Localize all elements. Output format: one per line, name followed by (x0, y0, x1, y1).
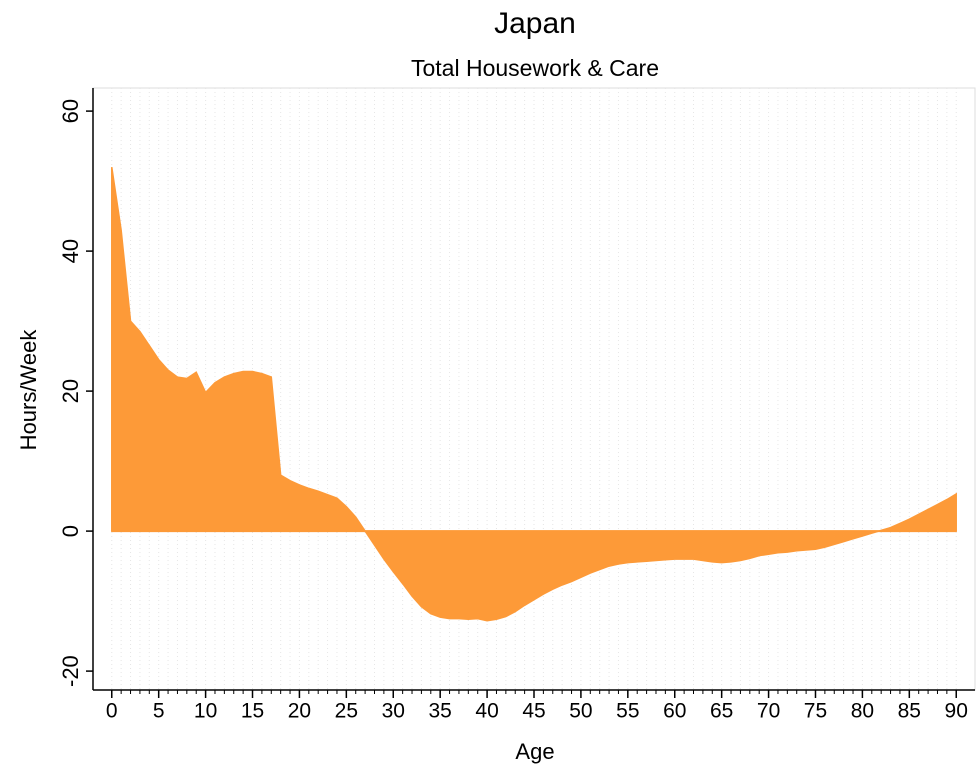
x-tick-label: 60 (663, 700, 686, 723)
x-tick-label: 30 (382, 700, 405, 723)
x-tick-label: 20 (288, 700, 311, 723)
x-tick-label: 90 (945, 700, 968, 723)
chart-title: Japan (494, 7, 576, 40)
x-tick-label: 5 (153, 700, 165, 723)
x-tick-label: 55 (616, 700, 639, 723)
x-tick-label: 70 (757, 700, 780, 723)
y-tick-label: -20 (58, 655, 83, 687)
x-tick-label: 75 (804, 700, 827, 723)
x-tick-label: 0 (106, 700, 118, 723)
y-tick-label: 0 (58, 525, 83, 537)
x-tick-label: 25 (335, 700, 358, 723)
x-axis-label: Age (515, 739, 554, 764)
area (111, 166, 957, 622)
y-axis-label: Hours/Week (16, 329, 41, 451)
y-tick-label: 60 (58, 99, 83, 123)
x-tick-label: 65 (710, 700, 733, 723)
x-tick-label: 85 (898, 700, 921, 723)
x-tick-label: 80 (851, 700, 874, 723)
x-tick-label: 45 (522, 700, 545, 723)
chart-subtitle: Total Housework & Care (411, 55, 659, 81)
x-tick-label: 40 (475, 700, 498, 723)
y-tick-label: 20 (58, 379, 83, 403)
x-tick-label: 10 (194, 700, 217, 723)
x-tick-label: 15 (241, 700, 264, 723)
x-tick-label: 35 (428, 700, 451, 723)
y-tick-label: 40 (58, 239, 83, 263)
x-tick-label: 50 (569, 700, 592, 723)
